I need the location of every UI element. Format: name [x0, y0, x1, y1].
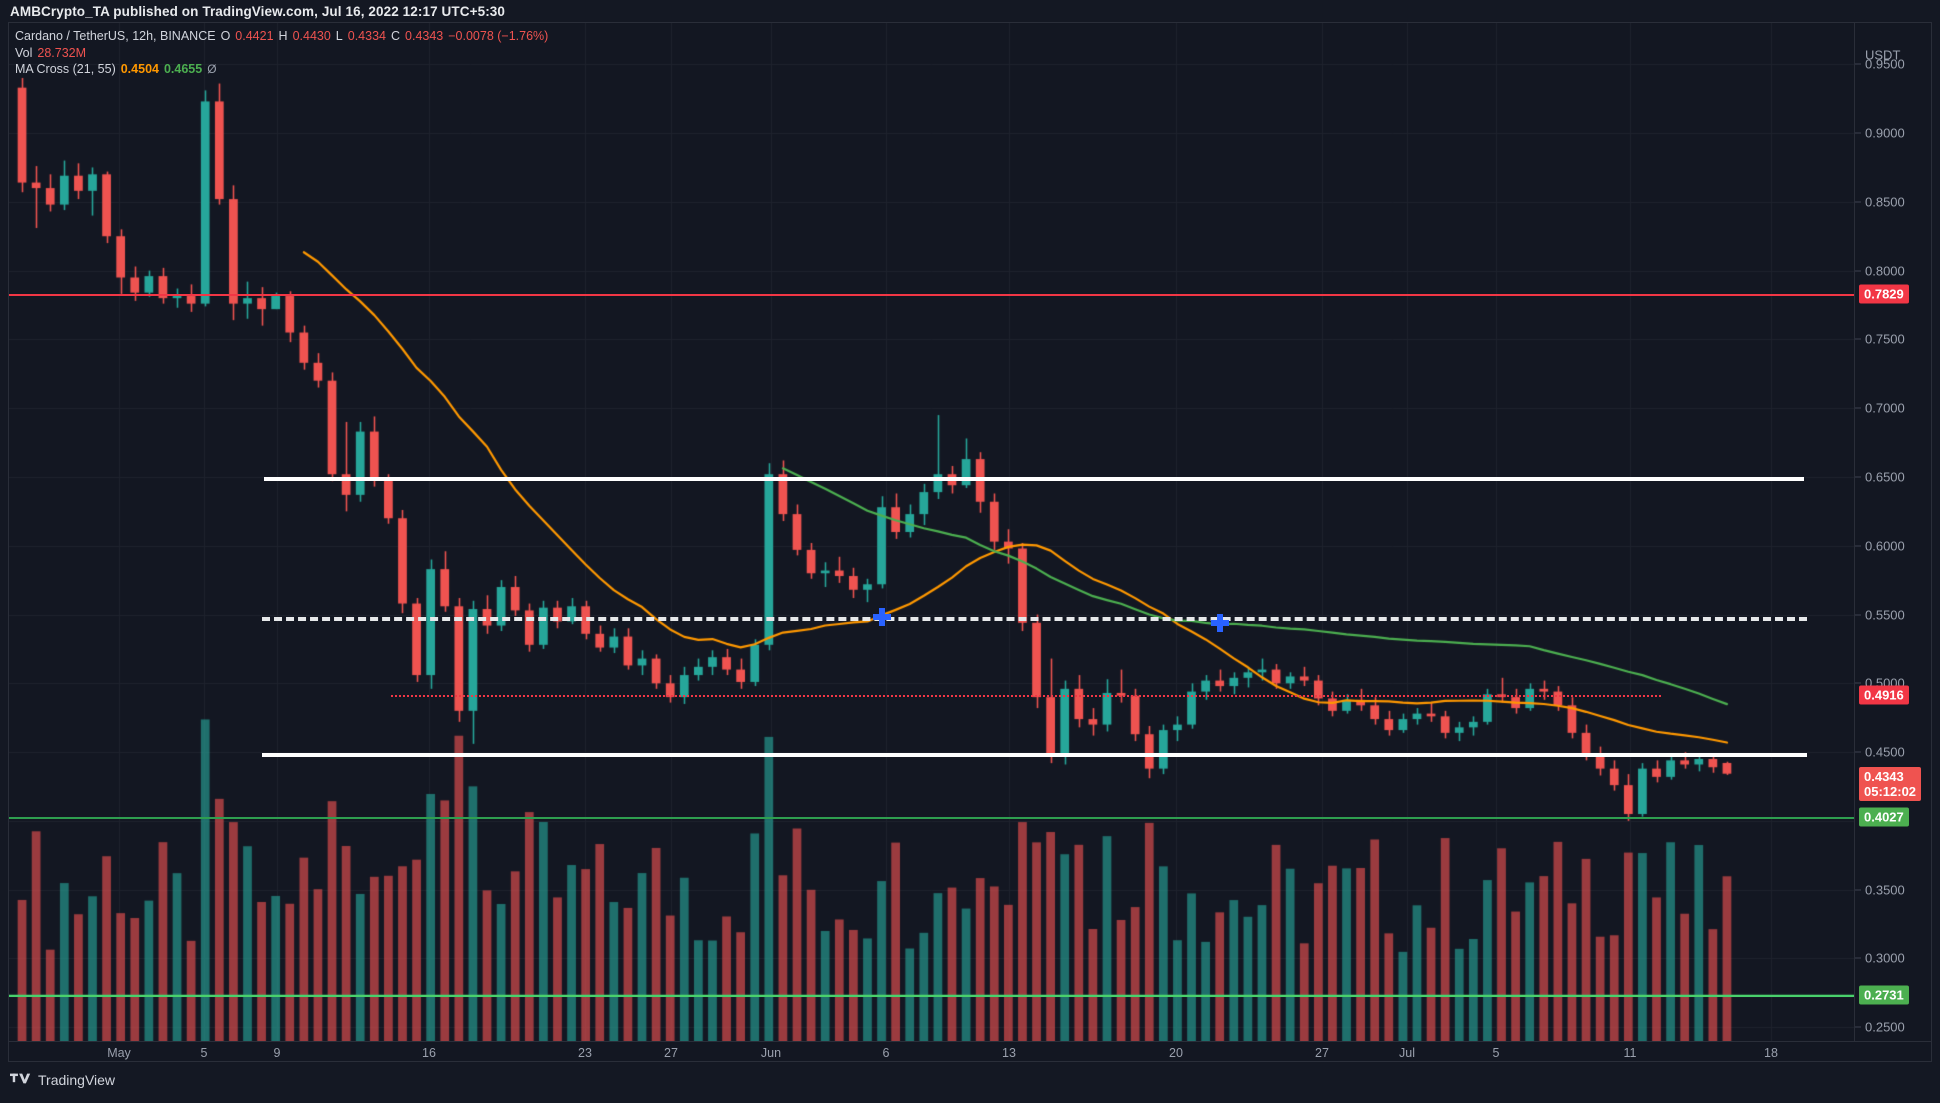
time-axis-tick: 5: [1492, 1046, 1500, 1060]
price-axis-tick: 0.5500: [1865, 607, 1905, 623]
mid-range-line[interactable]: [262, 617, 1807, 622]
price-axis-tick: 0.3000: [1865, 950, 1905, 966]
price-axis-badge[interactable]: 0.4343 05:12:02: [1859, 766, 1922, 801]
price-badge-countdown: 05:12:02: [1864, 783, 1917, 799]
time-axis-tick: 5: [200, 1046, 208, 1060]
price-badge-value: 0.2731: [1864, 987, 1904, 1003]
price-axis-tick: 0.6000: [1865, 538, 1905, 554]
price-axis-tick: 0.3500: [1865, 882, 1905, 898]
time-axis-tick: 18: [1764, 1046, 1778, 1060]
time-axis-tick: 11: [1623, 1046, 1637, 1060]
price-badge-value: 0.4916: [1864, 687, 1904, 703]
time-axis-tick: 23: [578, 1046, 592, 1060]
price-axis-badge[interactable]: 0.4916: [1859, 685, 1909, 705]
price-tick-mark: [1855, 201, 1861, 203]
chart-frame: USDT 0.9500 0.9000 0.8500 0.8000 0.7500 0.700…: [8, 22, 1932, 1062]
chart-canvas[interactable]: [9, 23, 1854, 1041]
tradingview-mark-icon: [10, 1072, 32, 1088]
price-axis-tick: 0.7000: [1865, 400, 1905, 416]
price-axis-badge[interactable]: 0.4027: [1859, 807, 1909, 827]
ma-cross-marker-icon[interactable]: [1210, 613, 1229, 632]
price-axis-tick: 0.7500: [1865, 331, 1905, 347]
time-axis-tick: 16: [422, 1046, 436, 1060]
price-level-line-0.4916[interactable]: [391, 694, 1661, 697]
time-axis-tick: Jun: [760, 1046, 782, 1060]
attribution-text: AMBCrypto_TA published on TradingView.co…: [10, 3, 506, 19]
price-axis-tick: 0.2500: [1865, 1019, 1905, 1035]
price-axis-tick: 0.6500: [1865, 469, 1905, 485]
ma-cross-marker-icon[interactable]: [872, 608, 891, 627]
time-axis-tick: 6: [882, 1046, 890, 1060]
price-badge-value: 0.4343: [1864, 768, 1904, 784]
price-tick-mark: [1855, 132, 1861, 134]
price-tick-mark: [1855, 338, 1861, 340]
tradingview-logo: TradingView: [10, 1072, 115, 1088]
price-axis-tick: 0.8000: [1865, 263, 1905, 279]
price-tick-mark: [1855, 682, 1861, 684]
price-axis-tick: 0.8500: [1865, 194, 1905, 210]
resistance-line[interactable]: [264, 476, 1804, 481]
tradingview-brand-text: TradingView: [38, 1072, 116, 1088]
price-tick-mark: [1855, 614, 1861, 616]
price-tick-mark: [1855, 407, 1861, 409]
time-axis-tick: May: [107, 1046, 131, 1060]
price-tick-mark: [1855, 476, 1861, 478]
price-tick-mark: [1855, 63, 1861, 65]
price-tick-mark: [1855, 751, 1861, 753]
price-tick-mark: [1855, 889, 1861, 891]
time-axis-tick: 9: [273, 1046, 281, 1060]
price-axis-badge[interactable]: 0.2731: [1859, 985, 1909, 1005]
price-tick-mark: [1855, 270, 1861, 272]
price-axis[interactable]: USDT 0.9500 0.9000 0.8500 0.8000 0.7500 0.700…: [1854, 23, 1931, 1041]
support-line[interactable]: [262, 753, 1807, 758]
plot-area[interactable]: [9, 23, 1854, 1041]
time-axis-tick: 20: [1169, 1046, 1183, 1060]
price-level-line-0.7829[interactable]: [9, 294, 1854, 296]
price-tick-mark: [1855, 545, 1861, 547]
price-level-line-0.4027[interactable]: [9, 817, 1854, 819]
time-axis-tick: 27: [664, 1046, 678, 1060]
price-axis-badge[interactable]: 0.7829: [1859, 284, 1909, 304]
price-tick-mark: [1855, 957, 1861, 959]
price-badge-value: 0.4027: [1864, 809, 1904, 825]
price-axis-tick: 0.4500: [1865, 744, 1905, 760]
price-axis-tick: 0.9500: [1865, 56, 1905, 72]
price-badge-value: 0.7829: [1864, 286, 1904, 302]
volume-ma-line[interactable]: [9, 995, 1854, 997]
price-axis-unit: USDT: [1865, 47, 1901, 63]
time-axis-tick: 27: [1315, 1046, 1329, 1060]
time-axis-tick: 13: [1002, 1046, 1016, 1060]
time-axis[interactable]: May 5 9 16 23 27 Jun 6 13 20 27 Jul 5 11 18: [9, 1041, 1931, 1061]
time-axis-tick: Jul: [1399, 1046, 1415, 1060]
attribution-bar: AMBCrypto_TA published on TradingView.co…: [0, 0, 1940, 22]
price-axis-tick: 0.9000: [1865, 125, 1905, 141]
price-tick-mark: [1855, 1026, 1861, 1028]
